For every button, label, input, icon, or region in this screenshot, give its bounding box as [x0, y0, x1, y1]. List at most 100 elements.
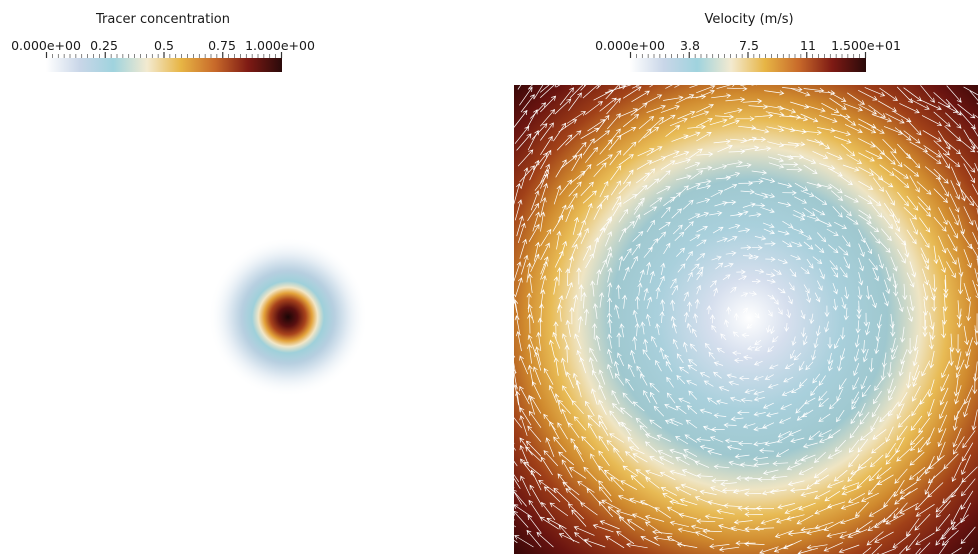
velocity-arrow	[909, 261, 917, 278]
velocity-arrow	[832, 282, 838, 295]
velocity-arrow	[854, 334, 860, 348]
velocity-arrow	[599, 292, 604, 308]
velocity-arrow	[527, 129, 539, 151]
velocity-arrow	[671, 284, 678, 296]
velocity-arrow	[783, 539, 802, 550]
velocity-arrow	[958, 274, 964, 295]
velocity-arrow	[868, 357, 874, 373]
velocity-arrow	[666, 376, 674, 388]
velocity-arrow	[554, 393, 562, 412]
velocity-arrow	[618, 85, 638, 89]
velocity-arrow	[686, 183, 701, 191]
tracer-view[interactable]: Tracer concentration 0.000e+00 0.25 0.5 …	[0, 0, 502, 554]
velocity-field-plot	[514, 85, 978, 554]
velocity-arrow	[519, 415, 528, 436]
velocity-arrow	[957, 137, 976, 153]
velocity-arrow	[599, 139, 613, 155]
velocity-arrow	[679, 498, 698, 506]
velocity-arrow	[618, 154, 634, 166]
velocity-arrow	[810, 385, 818, 397]
velocity-arrow	[789, 487, 808, 493]
velocity-arrow	[553, 487, 570, 504]
velocity-arrow	[696, 284, 702, 295]
velocity-arrow	[754, 193, 769, 199]
velocity-arrow	[913, 334, 919, 352]
velocity-arrow	[809, 313, 815, 325]
velocity-arrow	[906, 272, 915, 288]
velocity-arrow	[540, 242, 550, 261]
velocity-arrow	[858, 118, 877, 129]
velocity-arrow	[803, 241, 814, 250]
velocity-arrow	[929, 350, 935, 369]
velocity-arrow	[558, 533, 580, 544]
velocity-arrow	[649, 116, 665, 131]
velocity-arrow	[696, 225, 708, 233]
velocity-arrow	[751, 127, 770, 134]
velocity-arrow	[927, 398, 935, 417]
velocity-arrow	[833, 136, 852, 144]
velocity-arrow	[867, 518, 886, 532]
velocity-arrow	[757, 476, 775, 482]
velocity-arrow	[631, 513, 651, 523]
velocity-arrow	[736, 410, 750, 416]
velocity-arrow	[938, 235, 947, 254]
velocity-arrow	[800, 233, 813, 240]
velocity-arrow	[921, 115, 943, 127]
velocity-arrow	[828, 399, 840, 410]
velocity-arrow	[728, 148, 746, 155]
velocity-arrow	[849, 425, 860, 439]
velocity-arrow	[818, 413, 831, 422]
velocity-arrow	[857, 438, 869, 453]
velocity-arrow	[644, 521, 663, 534]
velocity-arrow	[713, 361, 724, 367]
velocity-arrow	[888, 385, 896, 401]
velocity-arrow	[906, 371, 912, 389]
velocity-arrow	[585, 202, 593, 220]
velocity-arrow	[889, 313, 895, 330]
velocity-arrow	[732, 488, 750, 494]
velocity-colorbar-ticks	[629, 52, 867, 58]
velocity-arrow	[899, 481, 917, 494]
velocity-arrow	[966, 301, 972, 322]
velocity-arrow	[740, 189, 755, 195]
velocity-arrow	[836, 388, 843, 402]
velocity-arrow	[623, 169, 634, 185]
velocity-arrow	[519, 437, 533, 456]
velocity-arrow	[613, 360, 620, 376]
velocity-arrow	[743, 355, 753, 360]
velocity-arrow	[906, 195, 919, 211]
velocity-arrow	[879, 409, 892, 423]
velocity-arrow	[814, 90, 836, 96]
velocity-arrow	[643, 206, 658, 216]
velocity-arrow	[784, 363, 794, 369]
velocity-arrow	[890, 256, 898, 272]
velocity-arrow	[588, 356, 595, 374]
velocity-tick-4: 1.500e+01	[831, 38, 901, 53]
velocity-arrow	[605, 535, 625, 549]
velocity-arrow	[732, 331, 739, 338]
velocity-arrow	[664, 419, 679, 427]
velocity-arrow	[696, 198, 711, 204]
velocity-arrow	[514, 109, 528, 128]
velocity-arrow	[612, 201, 622, 217]
velocity-arrow	[669, 499, 688, 506]
velocity-arrow	[676, 542, 698, 548]
velocity-arrow	[877, 254, 884, 269]
velocity-arrow	[644, 433, 660, 441]
velocity-arrow	[819, 163, 836, 170]
velocity-arrow	[910, 415, 923, 431]
velocity-arrow	[554, 98, 572, 115]
velocity-arrow	[765, 412, 779, 418]
velocity-arrow	[762, 469, 779, 476]
velocity-arrow	[738, 440, 753, 446]
velocity-arrow	[766, 126, 785, 133]
velocity-arrow	[937, 178, 949, 197]
velocity-view[interactable]: Velocity (m/s) 0.000e+00 3.8 7.5 11 1.50…	[502, 0, 978, 554]
velocity-arrow	[684, 221, 694, 231]
velocity-arrow	[531, 123, 548, 140]
velocity-arrow	[606, 97, 621, 115]
velocity-arrow	[823, 520, 842, 531]
velocity-arrow	[712, 226, 724, 234]
velocity-arrow	[754, 312, 760, 319]
velocity-arrow	[532, 211, 541, 232]
